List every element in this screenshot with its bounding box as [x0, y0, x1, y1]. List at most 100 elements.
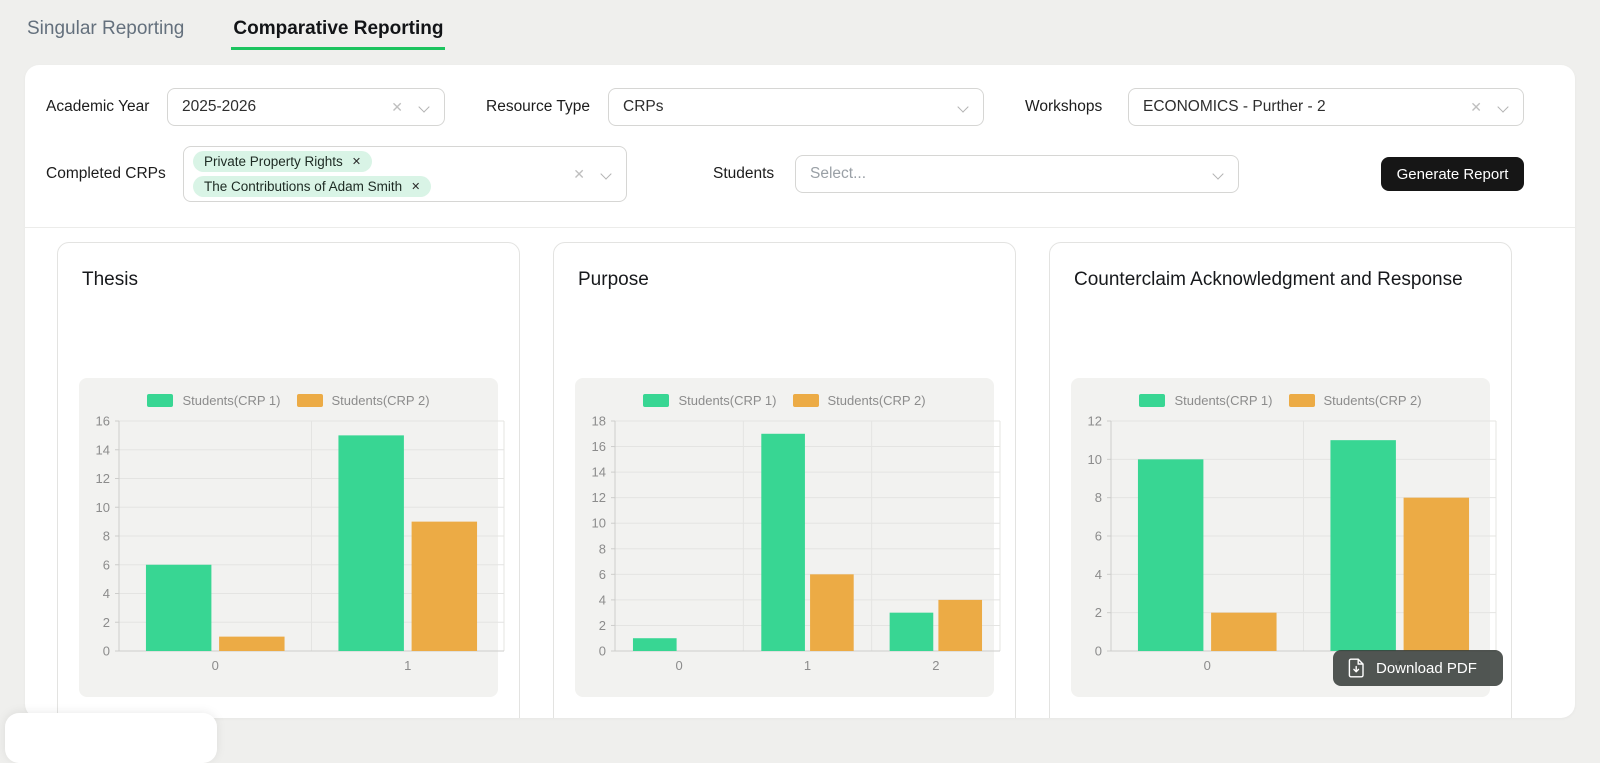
legend-item: Students(CRP 1): [1139, 393, 1273, 408]
bar: [761, 433, 805, 651]
bar: [1211, 612, 1277, 651]
chart-legend: Students(CRP 1) Students(CRP 2): [1081, 392, 1480, 408]
svg-text:2: 2: [103, 615, 110, 630]
legend-swatch-icon: [1288, 393, 1315, 407]
svg-text:4: 4: [103, 586, 110, 601]
academic-year-value: 2025-2026: [182, 98, 257, 115]
workshops-select[interactable]: ECONOMICS - Purther - 2 ✕: [1128, 88, 1524, 126]
chart-card-thesis: Thesis Students(CRP 1) Students(CRP 2) 0 2…: [57, 242, 520, 718]
download-pdf-button[interactable]: Download PDF: [1333, 650, 1503, 686]
svg-text:12: 12: [592, 490, 606, 505]
legend-item: Students(CRP 1): [147, 392, 281, 408]
selected-tag: The Contributions of Adam Smith ✕: [193, 176, 432, 197]
workshops-label: Workshops: [1025, 98, 1103, 115]
bar-chart: 02468101201: [1081, 413, 1497, 680]
students-label: Students: [713, 165, 775, 182]
svg-text:4: 4: [1095, 567, 1102, 582]
legend-item: Students(CRP 2): [1288, 392, 1422, 408]
legend-swatch-icon: [643, 393, 670, 407]
completed-crps-multiselect[interactable]: Private Property Rights ✕ The Contributi…: [183, 146, 627, 202]
generate-report-button[interactable]: Generate Report: [1381, 157, 1524, 191]
chart-title: Thesis: [82, 269, 138, 290]
academic-year-label: Academic Year: [46, 98, 150, 115]
legend-swatch-icon: [1139, 393, 1166, 407]
bar: [810, 574, 854, 651]
svg-text:10: 10: [96, 500, 110, 515]
download-pdf-icon: [1347, 658, 1365, 678]
svg-text:16: 16: [96, 414, 110, 429]
svg-text:12: 12: [96, 471, 110, 486]
students-select[interactable]: Select...: [795, 155, 1239, 193]
legend-item: Students(CRP 2): [792, 392, 926, 408]
tab-singular-reporting[interactable]: Singular Reporting: [27, 18, 185, 39]
tab-comparative-reporting[interactable]: Comparative Reporting: [231, 10, 446, 50]
chart-card-purpose: Purpose Students(CRP 1) Students(CRP 2) 0…: [553, 242, 1016, 718]
resource-type-label: Resource Type: [486, 98, 590, 115]
svg-text:8: 8: [1095, 490, 1102, 505]
academic-year-select[interactable]: 2025-2026 ✕: [167, 88, 445, 126]
bar-chart: 0 2 4 6 8 10 12 14 16 0 1: [89, 413, 505, 680]
legend-swatch-icon: [792, 393, 819, 407]
completed-crps-label: Completed CRPs: [46, 165, 166, 182]
legend-label: Students(CRP 2): [331, 392, 430, 408]
filter-section: Academic Year 2025-2026 ✕ Resource Type …: [25, 65, 1575, 228]
download-pdf-label: Download PDF: [1376, 659, 1477, 677]
tab-bar: Singular Reporting Comparative Reporting: [0, 0, 1600, 65]
legend-item: Students(CRP 1): [643, 392, 777, 408]
chart-panel: Students(CRP 1) Students(CRP 2) 0 2 4 6 8 10 12…: [1071, 378, 1497, 697]
chevron-down-icon: [601, 169, 612, 180]
bar: [219, 636, 285, 651]
main-panel: Academic Year 2025-2026 ✕ Resource Type …: [25, 65, 1575, 718]
chart-panel: Students(CRP 1) Students(CRP 2) 0 2 4 6 8 10 12…: [575, 378, 1001, 697]
svg-text:0: 0: [1095, 644, 1102, 659]
svg-text:14: 14: [96, 442, 110, 457]
clear-icon[interactable]: ✕: [391, 99, 403, 115]
bar: [411, 521, 478, 651]
tag-remove-icon[interactable]: ✕: [351, 156, 362, 168]
legend-label: Students(CRP 2): [1323, 392, 1422, 408]
svg-text:0: 0: [212, 658, 219, 673]
chart-panel: Students(CRP 1) Students(CRP 2) 0 2 4 6 8 10 12…: [79, 378, 505, 697]
chart-title: Counterclaim Acknowledgment and Response: [1074, 269, 1463, 290]
bar: [1137, 459, 1204, 651]
bar: [632, 638, 677, 651]
workshops-value: ECONOMICS - Purther - 2: [1143, 98, 1326, 115]
chart-legend: Students(CRP 1) Students(CRP 2): [585, 392, 984, 408]
bar: [1403, 497, 1470, 651]
chevron-down-icon: [1498, 102, 1509, 113]
svg-text:8: 8: [103, 529, 110, 544]
chevron-down-icon: [1213, 169, 1224, 180]
svg-text:0: 0: [103, 644, 110, 659]
legend-swatch-icon: [147, 393, 174, 407]
svg-text:18: 18: [592, 414, 606, 429]
bar: [889, 612, 934, 651]
chart-title: Purpose: [578, 269, 649, 290]
resource-type-value: CRPs: [623, 98, 664, 115]
svg-text:1: 1: [404, 658, 411, 673]
tag-remove-icon[interactable]: ✕: [411, 181, 421, 193]
resource-type-select[interactable]: CRPs: [608, 88, 984, 126]
svg-text:8: 8: [599, 541, 606, 556]
svg-text:12: 12: [1088, 414, 1102, 429]
svg-text:6: 6: [103, 557, 110, 572]
chart-card-counterclaim: Counterclaim Acknowledgment and Response…: [1049, 242, 1512, 718]
legend-item: Students(CRP 2): [296, 392, 430, 408]
svg-text:6: 6: [599, 567, 606, 582]
toast: [5, 713, 217, 763]
tag-label: The Contributions of Adam Smith: [204, 179, 403, 194]
bar: [145, 564, 212, 651]
selected-tag: Private Property Rights ✕: [193, 151, 373, 172]
legend-label: Students(CRP 1): [678, 392, 777, 408]
legend-label: Students(CRP 1): [182, 392, 281, 408]
chevron-down-icon: [419, 102, 430, 113]
svg-text:2: 2: [1095, 605, 1102, 620]
svg-text:14: 14: [592, 465, 606, 480]
bar: [338, 435, 404, 651]
students-placeholder: Select...: [810, 165, 866, 182]
clear-icon[interactable]: ✕: [573, 166, 585, 182]
bar: [938, 599, 983, 651]
legend-label: Students(CRP 2): [827, 392, 926, 408]
svg-text:1: 1: [804, 658, 811, 673]
svg-text:0: 0: [1204, 658, 1211, 673]
clear-icon[interactable]: ✕: [1470, 99, 1482, 115]
